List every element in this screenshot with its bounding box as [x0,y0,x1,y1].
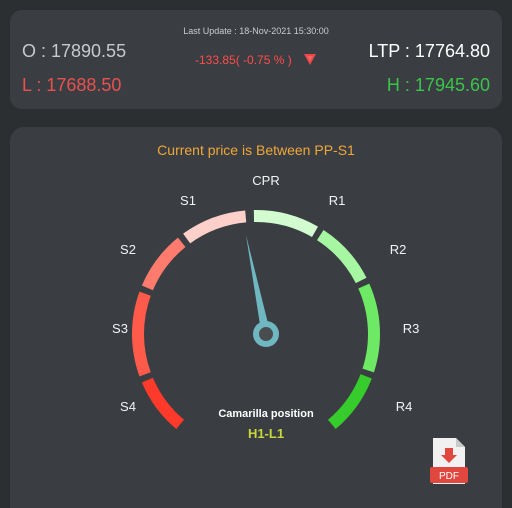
gauge-segment [183,210,247,244]
open-price: O : 17890.55 [22,41,127,61]
gauge-segment [316,230,367,284]
low-price: L : 17688.50 [22,75,122,95]
zone-label-r1: R1 [329,193,346,208]
camarilla-value: H1-L1 [248,426,284,441]
camarilla-label: Camarilla position [218,408,314,420]
gauge-segment [327,373,372,429]
zone-label-cpr: CPR [252,173,279,188]
zone-label-s2: S2 [120,242,136,257]
pivot-gauge: S4 S3 S2 S1 CPR R1 R2 R3 R4 Camarilla position H1-… [112,173,420,441]
ltp-price: LTP : 17764.80 [368,41,490,61]
last-update-text: Last Update : 18-Nov-2021 15:30:00 [183,26,329,36]
zone-label-s1: S1 [180,193,196,208]
quote-summary-card: Last Update : 18-Nov-2021 15:30:00 O : 1… [10,10,502,109]
price-change: -133.85( -0.75 % ) [195,53,292,67]
zone-label-r3: R3 [403,321,420,336]
zone-label-r2: R2 [390,242,407,257]
high-price: H : 17945.60 [386,75,490,95]
pivot-gauge-card: S4 S3 S2 S1 CPR R1 R2 R3 R4 Camarilla position H1-… [10,127,502,508]
zone-label-s3: S3 [112,321,128,336]
gauge-segment [141,237,186,291]
triangle-down-icon [304,54,316,65]
gauge-segment [141,377,185,429]
pdf-download-button[interactable]: PDF [430,436,468,486]
pdf-label: PDF [439,471,459,482]
gauge-needle [246,235,271,335]
needle-hub-center [259,327,273,341]
gauge-segment [253,210,318,238]
gauge-segment [132,291,151,377]
gauge-title: Current price is Between PP-S1 [157,142,355,158]
zone-label-r4: R4 [396,399,413,414]
zone-label-s4: S4 [120,399,136,414]
gauge-segment [358,283,380,373]
